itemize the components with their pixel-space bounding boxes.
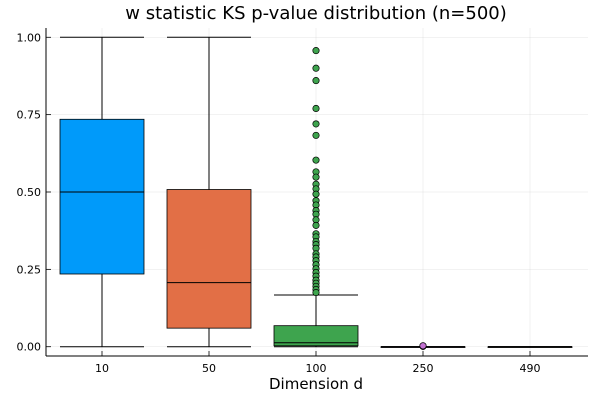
box-iqr bbox=[59, 118, 145, 275]
box-iqr bbox=[166, 189, 252, 329]
box-group-10 bbox=[59, 36, 145, 348]
boxes bbox=[59, 36, 573, 350]
y-tick-label: 0.75 bbox=[17, 109, 42, 122]
y-tick-label: 0.50 bbox=[17, 186, 42, 199]
x-tick-label: 10 bbox=[95, 362, 109, 375]
outlier-point bbox=[312, 131, 320, 139]
box-group-100 bbox=[273, 47, 359, 348]
outlier-point bbox=[419, 342, 427, 350]
y-tick-label: 0.00 bbox=[17, 341, 42, 354]
outlier-point bbox=[312, 221, 320, 229]
box-group-50 bbox=[166, 36, 252, 348]
y-tick-label: 0.25 bbox=[17, 263, 42, 276]
y-tick-label: 1.00 bbox=[17, 31, 42, 44]
chart-title: w statistic KS p-value distribution (n=5… bbox=[125, 3, 507, 24]
x-tick-label: 490 bbox=[520, 362, 541, 375]
outlier-point bbox=[312, 190, 320, 198]
box-group-250 bbox=[380, 342, 466, 350]
outlier-point bbox=[312, 77, 320, 85]
x-axis-label: Dimension d bbox=[269, 375, 363, 393]
box-group-490 bbox=[487, 346, 573, 348]
x-tick-label: 50 bbox=[202, 362, 216, 375]
x-tick-label: 100 bbox=[306, 362, 327, 375]
outlier-point bbox=[312, 120, 320, 128]
outlier-point bbox=[312, 64, 320, 72]
box-iqr bbox=[273, 325, 359, 347]
axes: 0.00 0.25 0.50 0.75 1.00 10 50 100 250 490 bbox=[17, 28, 588, 375]
outlier-point bbox=[312, 104, 320, 113]
outlier-point bbox=[312, 156, 320, 164]
outlier-point bbox=[312, 173, 320, 181]
x-tick-label: 250 bbox=[413, 362, 434, 375]
outlier-point bbox=[312, 289, 320, 297]
outlier-point bbox=[312, 47, 320, 55]
